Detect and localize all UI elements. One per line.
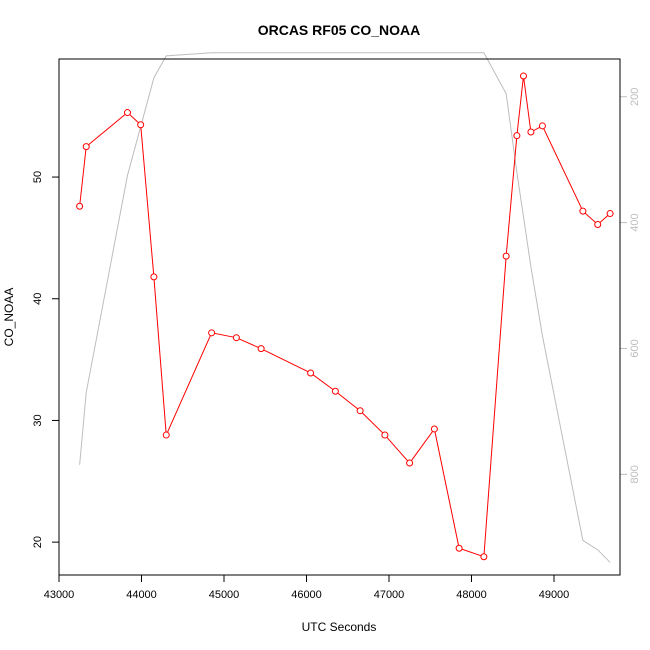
plot-frame: [58, 58, 621, 576]
y-tick-label: 30: [32, 414, 44, 426]
x-tick-label: 48000: [456, 589, 487, 601]
co-series-line: [79, 75, 611, 558]
x-tick-label: 47000: [374, 589, 405, 601]
plot-series: [76, 52, 614, 563]
y-tick-label: 40: [32, 293, 44, 305]
y2-tick-label: 600: [629, 339, 641, 357]
chart-title: ORCAS RF05 CO_NOAA: [258, 22, 421, 38]
y2-tick-label: 200: [629, 88, 641, 106]
co-data-point: [579, 207, 587, 215]
co-data-point: [76, 202, 84, 210]
y-tick-label: 50: [32, 171, 44, 183]
right-axis-series-line: [79, 52, 611, 563]
co-data-point: [331, 387, 339, 395]
co-data-point: [406, 459, 414, 467]
co-data-point: [307, 369, 315, 377]
x-tick-label: 46000: [291, 589, 322, 601]
y2-tick-label: 800: [629, 465, 641, 483]
x-tick-label: 43000: [44, 589, 75, 601]
x-tick-label: 49000: [539, 589, 570, 601]
co-data-point: [538, 122, 546, 130]
co-data-point: [208, 329, 216, 337]
co-data-point: [480, 553, 488, 561]
x-axis: 43000 44000 45000 46000 47000 48000 49000: [44, 575, 570, 601]
co-data-point: [162, 431, 170, 439]
co-data-point: [381, 431, 389, 439]
y-axis-left: 20 30 40 50: [32, 171, 59, 548]
y-axis-right: 200 400 600 800: [620, 88, 641, 483]
x-axis-label: UTC Seconds: [302, 620, 377, 634]
co-data-point: [606, 210, 614, 218]
co-data-point: [137, 121, 145, 129]
co-data-point: [519, 72, 527, 80]
co-data-point: [123, 109, 131, 117]
y2-tick-label: 400: [629, 213, 641, 231]
y-axis-label: CO_NOAA: [2, 288, 16, 347]
co-data-point: [232, 334, 240, 342]
x-tick-label: 45000: [209, 589, 240, 601]
co-data-point: [527, 128, 535, 136]
co-data-point: [455, 544, 463, 552]
co-data-point: [430, 425, 438, 433]
y-tick-label: 20: [32, 536, 44, 548]
co-data-point: [82, 143, 90, 151]
co-data-point: [513, 132, 521, 140]
co-data-point: [257, 345, 265, 353]
x-tick-label: 44000: [126, 589, 157, 601]
co-data-point: [594, 221, 602, 229]
co-data-point: [150, 273, 158, 281]
co-data-point: [502, 252, 510, 260]
co-data-point: [356, 407, 364, 415]
